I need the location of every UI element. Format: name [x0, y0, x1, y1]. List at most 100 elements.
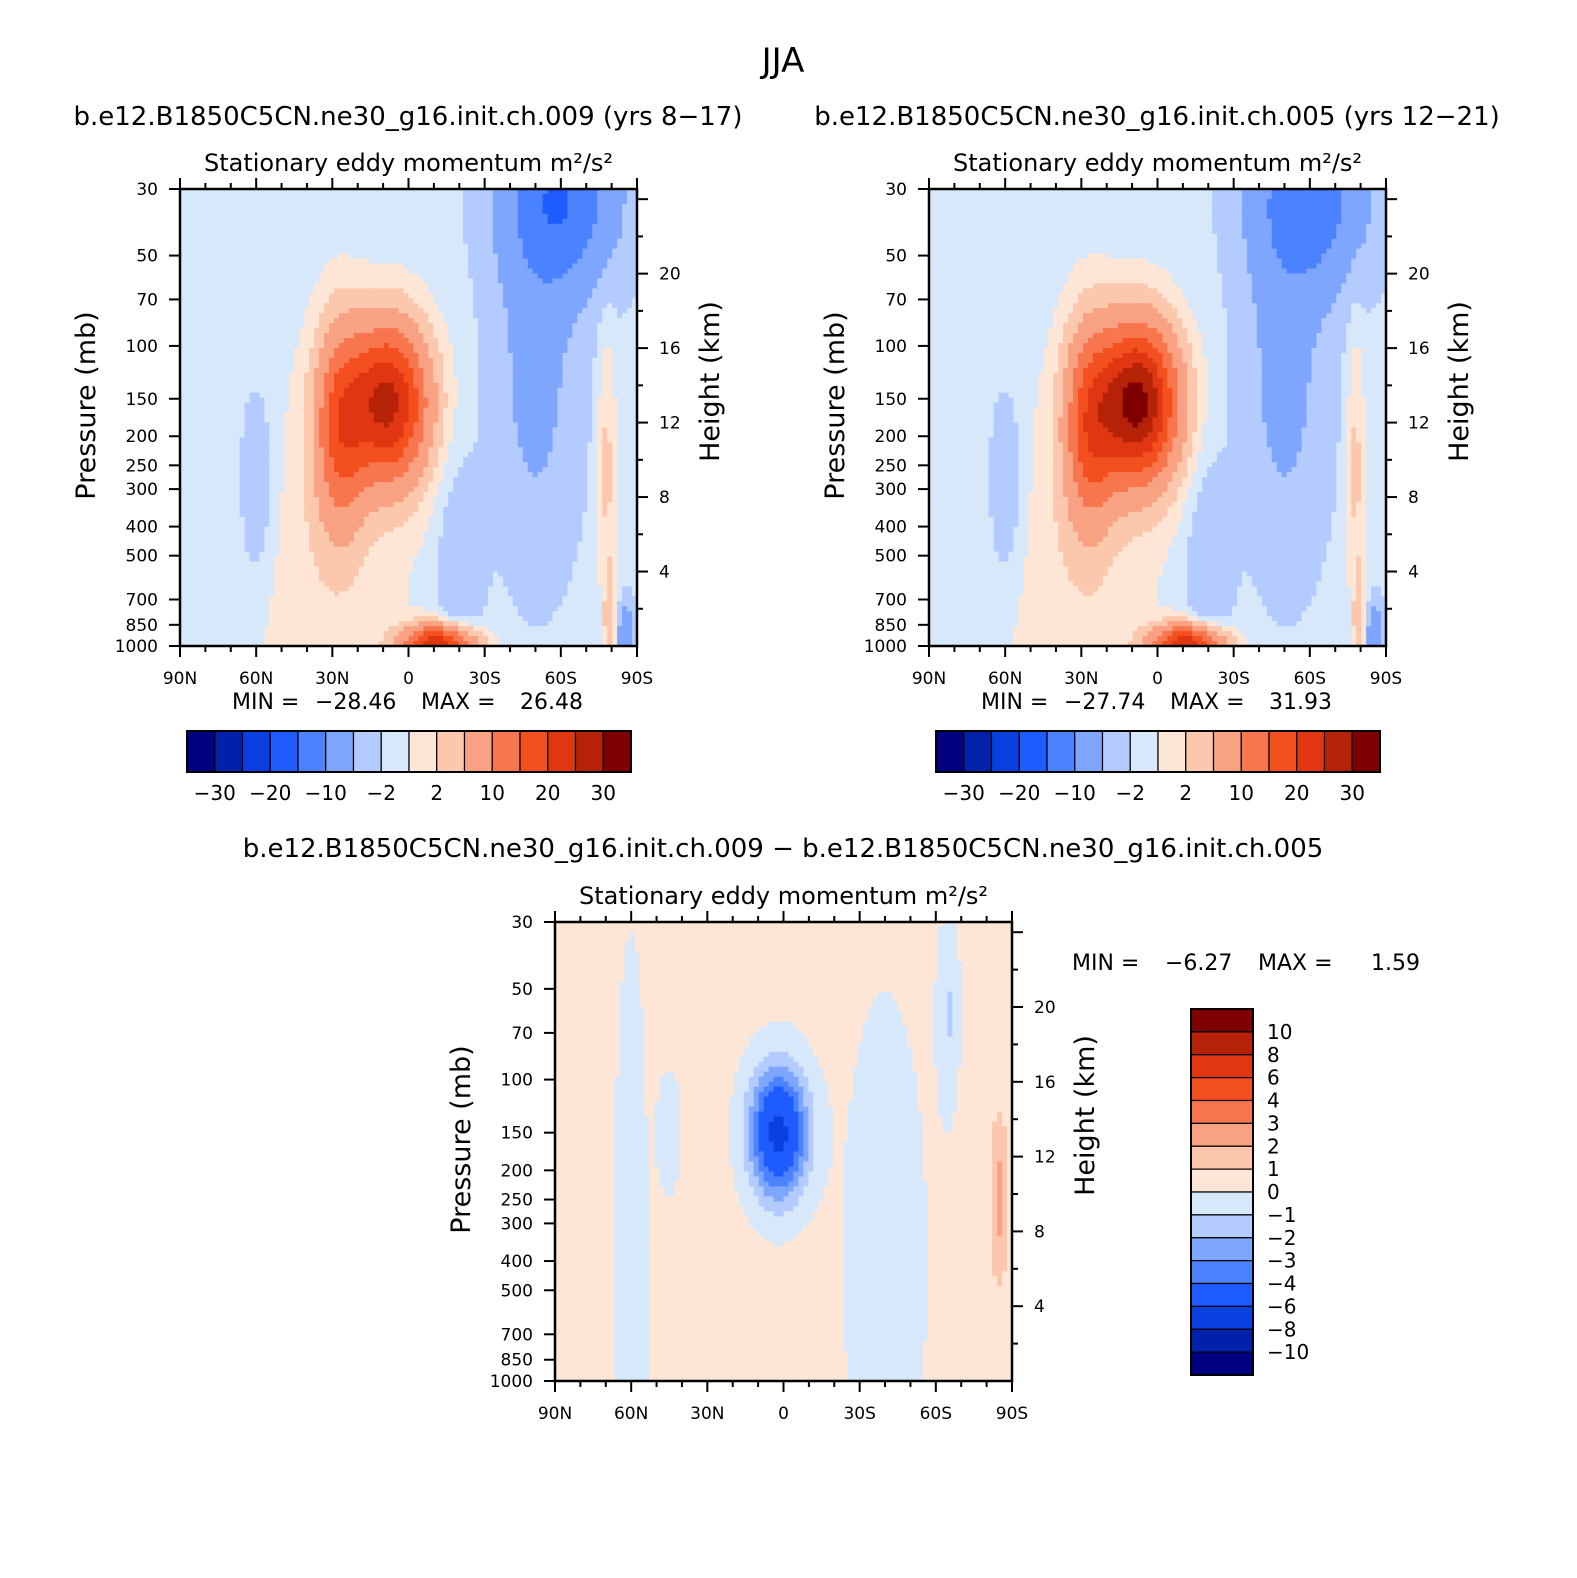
contour-cell	[229, 278, 236, 284]
contour-cell	[612, 218, 618, 225]
contour-cell	[184, 208, 191, 215]
contour-cell	[189, 203, 196, 210]
contour-cell	[373, 203, 380, 210]
contour-cell	[343, 417, 350, 424]
contour-cell	[343, 233, 350, 240]
contour-cell	[582, 248, 588, 255]
contour-cell	[274, 198, 280, 205]
contour-cell	[487, 228, 494, 235]
contour-cell	[502, 213, 509, 220]
contour-cell	[478, 328, 484, 334]
contour-cell	[517, 352, 524, 359]
contour-cell	[314, 198, 320, 205]
contour-cell	[423, 198, 429, 205]
contour-cell	[184, 338, 191, 344]
contour-cell	[269, 268, 275, 275]
contour-cell	[373, 387, 380, 394]
contour-cell	[468, 422, 474, 429]
contour-cell	[582, 338, 588, 344]
contour-cell	[249, 228, 256, 235]
contour-cell	[254, 228, 261, 235]
contour-cell	[478, 407, 484, 414]
contour-cell	[209, 213, 216, 220]
contour-cell	[219, 203, 226, 210]
contour-cell	[602, 243, 608, 250]
contour-cell	[269, 328, 275, 334]
contour-cell	[279, 417, 285, 424]
contour-cell	[577, 208, 583, 215]
contour-cell	[319, 402, 325, 409]
contour-cell	[433, 313, 439, 319]
contour-cell	[403, 422, 410, 429]
contour-cell	[423, 377, 429, 384]
contour-cell	[333, 318, 340, 324]
contour-cell	[378, 248, 385, 255]
contour-cell	[393, 402, 400, 409]
contour-cell	[363, 397, 370, 404]
contour-cell	[274, 422, 280, 429]
contour-cell	[428, 278, 434, 284]
contour-cell	[547, 288, 554, 294]
contour-cell	[418, 223, 424, 230]
contour-cell	[294, 208, 300, 215]
contour-cell	[274, 338, 280, 344]
contour-cell	[602, 238, 608, 245]
contour-cell	[497, 452, 504, 458]
contour-cell	[458, 377, 464, 384]
contour-cell	[507, 447, 514, 453]
contour-cell	[289, 263, 295, 270]
contour-cell	[189, 293, 196, 299]
contour-cell	[353, 422, 360, 429]
contour-cell	[428, 342, 434, 349]
contour-cell	[194, 328, 201, 334]
contour-cell	[468, 273, 474, 280]
contour-cell	[229, 387, 236, 394]
contour-cell	[373, 338, 380, 344]
contour-cell	[483, 362, 489, 369]
contour-cell	[463, 193, 469, 200]
contour-cell	[502, 238, 509, 245]
contour-cell	[577, 243, 583, 250]
contour-cell	[527, 387, 534, 394]
contour-cell	[199, 432, 206, 438]
contour-cell	[487, 328, 494, 334]
contour-cell	[502, 367, 509, 374]
contour-cell	[269, 273, 275, 280]
contour-cell	[368, 268, 375, 275]
contour-cell	[517, 407, 524, 414]
contour-cell	[304, 377, 310, 384]
contour-cell	[497, 442, 504, 448]
contour-cell	[507, 452, 514, 458]
contour-cell	[418, 253, 424, 260]
contour-cell	[512, 238, 519, 245]
contour-cell	[304, 288, 310, 294]
contour-cell	[224, 288, 231, 294]
contour-cell	[443, 452, 449, 458]
contour-cell	[274, 243, 280, 250]
contour-cell	[204, 258, 211, 265]
contour-cell	[592, 223, 598, 230]
contour-cell	[244, 223, 251, 230]
contour-cell	[542, 402, 549, 409]
contour-cell	[189, 338, 196, 344]
contour-cell	[582, 392, 588, 399]
contour-cell	[234, 367, 241, 374]
contour-cell	[338, 233, 345, 240]
contour-cell	[632, 193, 637, 200]
contour-cell	[383, 268, 390, 275]
contour-cell	[542, 203, 549, 210]
contour-cell	[522, 313, 529, 319]
contour-cell	[194, 347, 201, 354]
contour-cell	[219, 457, 226, 463]
contour-cell	[587, 437, 593, 443]
contour-cell	[353, 432, 360, 438]
contour-cell	[607, 218, 613, 225]
contour-cell	[577, 303, 583, 309]
contour-cell	[304, 338, 310, 344]
contour-cell	[438, 422, 444, 429]
contour-cell	[254, 407, 261, 414]
contour-cell	[632, 243, 637, 250]
contour-cell	[274, 333, 280, 339]
contour-cell	[264, 208, 271, 215]
contour-cell	[299, 243, 305, 250]
